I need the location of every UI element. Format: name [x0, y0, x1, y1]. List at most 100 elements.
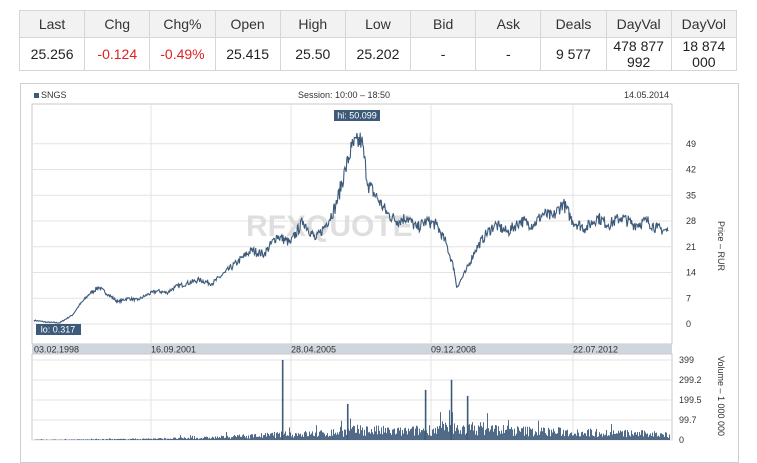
volume-bar	[432, 429, 433, 440]
volume-bar	[668, 437, 669, 440]
volume-bar	[242, 435, 243, 440]
volume-bar	[428, 435, 429, 440]
volume-bar	[310, 434, 311, 440]
volume-bar	[183, 438, 184, 440]
volume-bar	[472, 422, 473, 440]
volume-bar	[609, 435, 610, 440]
volume-bar	[614, 433, 615, 440]
volume-bar	[463, 425, 464, 440]
volume-bar	[406, 430, 407, 440]
volume-bar	[237, 435, 238, 440]
volume-bar	[445, 422, 446, 440]
volume-bar	[195, 438, 196, 440]
volume-bar	[199, 438, 200, 440]
volume-bar	[368, 432, 369, 440]
volume-y-tick-labels: 0 99.7 199.5 299.2 399	[679, 355, 702, 445]
volume-bar	[453, 433, 454, 440]
volume-bar	[388, 427, 389, 440]
volume-bar	[390, 432, 391, 440]
volume-bar	[292, 434, 293, 440]
volume-bar	[642, 430, 643, 440]
volume-bar	[659, 436, 660, 440]
volume-bar	[206, 436, 207, 440]
volume-bar	[201, 437, 202, 440]
volume-bar	[157, 438, 158, 440]
volume-bar	[274, 431, 275, 440]
volume-bar	[374, 426, 375, 440]
volume-bar	[269, 435, 270, 440]
volume-bar	[351, 428, 352, 440]
volume-bar	[246, 435, 247, 440]
volume-bar	[644, 430, 645, 440]
volume-bar	[365, 435, 366, 440]
volume-bar	[631, 430, 632, 440]
volume-bar	[477, 435, 478, 440]
volume-bar	[364, 429, 365, 440]
volume-bar	[596, 428, 597, 440]
volume-bar	[585, 433, 586, 440]
volume-bar	[564, 436, 565, 440]
volume-bar	[226, 432, 227, 440]
volume-bar	[54, 439, 55, 440]
volume-bar	[130, 438, 131, 440]
volume-bar	[403, 433, 404, 440]
volume-bar	[105, 439, 106, 440]
volume-spike	[450, 379, 453, 440]
volume-bar	[92, 439, 93, 440]
volume-bar	[71, 439, 72, 440]
volume-bar	[583, 434, 584, 440]
volume-bar	[634, 432, 635, 440]
volume-bar	[135, 438, 136, 440]
volume-bar	[294, 436, 295, 440]
volume-bar	[270, 433, 271, 440]
volume-bar	[134, 438, 135, 440]
volume-bar	[208, 438, 209, 440]
volume-bar	[72, 439, 73, 440]
volume-bar	[191, 437, 192, 440]
volume-bar	[144, 438, 145, 440]
volume-bar	[200, 438, 201, 440]
volume-bar	[331, 429, 332, 440]
volume-bar	[405, 427, 406, 440]
volume-bar	[258, 436, 259, 440]
volume-bar	[78, 439, 79, 440]
volume-bar	[409, 431, 410, 440]
volume-bar	[155, 438, 156, 440]
volume-bar	[122, 439, 123, 440]
volume-bar	[589, 436, 590, 440]
volume-bar	[317, 436, 318, 440]
volume-bar	[93, 439, 94, 440]
volume-bar	[346, 435, 347, 440]
chart-date: 14.05.2014	[624, 90, 669, 100]
volume-bar	[571, 432, 572, 440]
volume-bar	[581, 432, 582, 440]
volume-bar	[460, 430, 461, 440]
value-chg-pct: -0.49%	[149, 37, 216, 71]
volume-bar	[337, 432, 338, 440]
volume-bar	[373, 434, 374, 440]
volume-bar	[110, 438, 111, 440]
volume-bar	[194, 436, 195, 440]
volume-bar	[547, 435, 548, 440]
volume-bar	[241, 436, 242, 440]
volume-bar	[540, 431, 541, 440]
volume-bar	[372, 432, 373, 440]
volume-bar	[469, 424, 470, 440]
volume-bar	[380, 433, 381, 440]
volume-bar	[205, 436, 206, 440]
volume-bar	[112, 439, 113, 440]
volume-bar	[168, 438, 169, 440]
volume-bar	[526, 434, 527, 440]
volume-bar	[598, 436, 599, 440]
volume-bar	[413, 426, 414, 440]
volume-bar	[475, 434, 476, 440]
volume-bar	[396, 433, 397, 440]
volume-bar	[343, 436, 344, 440]
volume-bar	[102, 439, 103, 440]
volume-bar	[394, 428, 395, 440]
volume-bar	[625, 429, 626, 440]
volume-bar	[557, 433, 558, 440]
volume-bar	[455, 431, 456, 440]
volume-bar	[280, 437, 281, 440]
volume-bar	[203, 438, 204, 440]
